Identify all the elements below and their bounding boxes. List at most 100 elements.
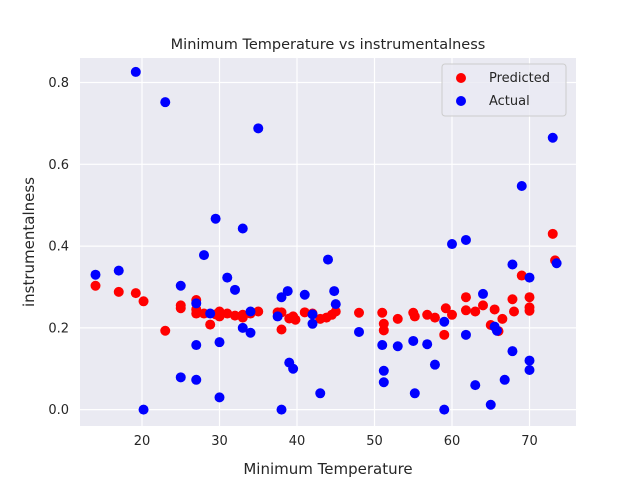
legend-label-predicted: Predicted [489, 71, 550, 86]
data-point-actual [272, 311, 283, 322]
data-point-actual [90, 269, 101, 280]
data-point-actual [485, 399, 496, 410]
x-tick-label: 50 [366, 434, 383, 449]
data-point-actual [323, 254, 333, 265]
data-point-actual [524, 272, 535, 283]
data-point-actual [138, 404, 149, 415]
data-point-predicted [524, 305, 535, 316]
data-point-predicted [392, 313, 403, 324]
data-point-actual [377, 340, 388, 351]
data-point-actual [230, 284, 240, 295]
x-tick-label: 40 [289, 434, 306, 449]
data-point-actual [214, 337, 225, 348]
data-point-actual [460, 234, 471, 245]
data-point-predicted [222, 308, 233, 319]
data-point-actual [237, 322, 248, 333]
data-point-predicted [422, 309, 433, 320]
data-point-actual [299, 289, 310, 300]
data-point-predicted [489, 304, 500, 315]
data-point-predicted [175, 303, 186, 314]
plot-background [80, 58, 576, 426]
chart-title: Minimum Temperature vs instrumentalness [171, 37, 486, 53]
data-point-actual [392, 341, 403, 352]
data-point-predicted [524, 292, 535, 303]
data-point-predicted [276, 324, 287, 335]
data-point-actual [547, 132, 558, 143]
data-point-actual [354, 326, 364, 337]
data-point-actual [113, 265, 124, 276]
data-point-actual [160, 97, 171, 108]
data-point-predicted [253, 306, 264, 317]
y-tick-label: 0.2 [48, 321, 69, 336]
data-point-actual [491, 325, 502, 336]
data-point-actual [222, 272, 233, 283]
data-point-predicted [205, 319, 216, 330]
data-point-predicted [547, 228, 558, 239]
x-axis-label: Minimum Temperature [243, 460, 412, 478]
data-point-actual [191, 340, 202, 351]
data-point-actual [408, 335, 419, 346]
data-point-actual [478, 288, 488, 299]
data-point-actual [315, 388, 326, 399]
legend-box [441, 63, 567, 117]
data-point-predicted [191, 308, 202, 319]
data-point-actual [507, 346, 518, 357]
data-point-actual [282, 286, 293, 297]
data-point-actual [470, 380, 481, 391]
data-point-actual [199, 250, 209, 261]
y-tick-label: 0.8 [48, 76, 69, 91]
data-point-actual [524, 364, 535, 375]
data-point-actual [245, 327, 256, 338]
data-point-actual [378, 365, 389, 376]
data-point-predicted [447, 309, 457, 320]
x-tick-label: 20 [134, 434, 151, 449]
x-tick-label: 30 [211, 434, 228, 449]
data-point-actual [191, 374, 202, 385]
legend-marker-predicted [456, 73, 466, 83]
data-point-actual [175, 372, 186, 383]
data-point-actual [307, 309, 318, 320]
data-point-actual [307, 318, 318, 329]
data-point-actual [524, 355, 535, 366]
data-point-actual [245, 306, 256, 317]
data-point-actual [409, 388, 420, 399]
data-point-actual [288, 363, 299, 374]
data-point-predicted [478, 300, 488, 311]
data-point-actual [214, 392, 225, 403]
data-point-predicted [214, 311, 225, 322]
x-axis-ticks: 20 30 40 50 60 70 [134, 434, 538, 449]
data-point-predicted [460, 292, 471, 303]
data-point-actual [276, 292, 287, 303]
data-point-actual [175, 280, 186, 291]
legend-label-actual: Actual [489, 94, 530, 109]
data-point-predicted [237, 309, 248, 320]
data-point-actual [191, 298, 202, 309]
data-point-predicted [330, 306, 341, 317]
data-point-actual [460, 329, 471, 340]
series-predicted [90, 228, 561, 340]
data-point-predicted [516, 270, 527, 281]
data-point-actual [276, 404, 287, 415]
y-tick-label: 0.0 [48, 403, 69, 418]
data-point-predicted [378, 325, 389, 336]
series-actual [90, 66, 562, 415]
data-points [90, 66, 562, 415]
data-point-actual [237, 223, 248, 234]
data-point-predicted [409, 311, 420, 322]
data-point-predicted [497, 313, 508, 324]
data-point-actual [210, 213, 221, 224]
data-point-predicted [290, 314, 301, 325]
data-point-predicted [138, 296, 149, 307]
data-point-predicted [429, 312, 440, 323]
data-point-actual [429, 359, 440, 370]
data-point-actual [439, 316, 450, 327]
data-point-actual [447, 239, 457, 250]
data-point-actual [516, 180, 527, 191]
data-point-predicted [440, 303, 451, 314]
data-point-actual [507, 259, 518, 270]
data-point-actual [551, 258, 562, 269]
y-axis-label: instrumentalness [20, 177, 38, 307]
data-point-predicted [460, 305, 471, 316]
data-point-actual [253, 123, 264, 134]
